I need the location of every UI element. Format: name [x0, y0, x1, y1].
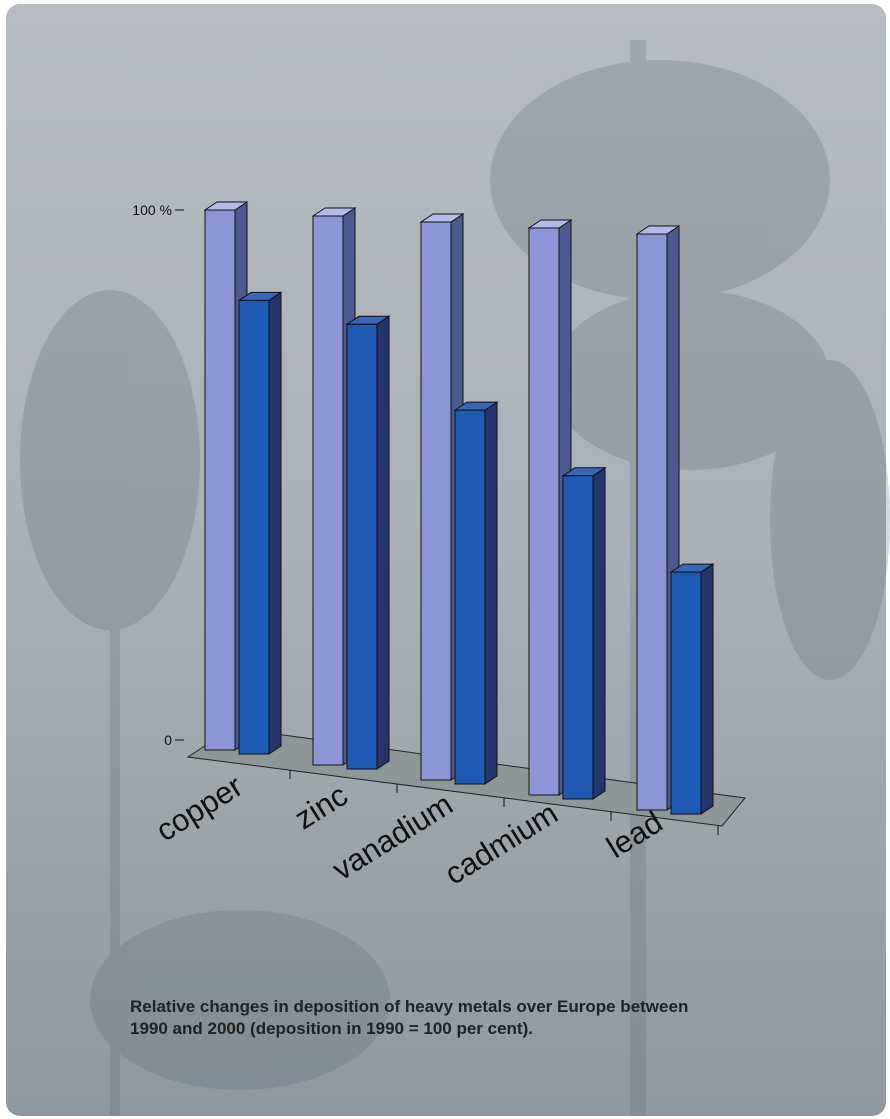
foliage — [20, 290, 200, 630]
bar-group — [561, 466, 607, 800]
bar — [670, 571, 702, 815]
bar-side — [700, 563, 714, 815]
foliage — [770, 360, 890, 680]
bar-group — [237, 291, 283, 755]
caption-line: 1990 and 2000 (deposition in 1990 = 100 … — [130, 1019, 533, 1038]
y-tick-label: 100 % — [132, 202, 172, 218]
bar — [346, 323, 378, 770]
bar — [454, 409, 486, 785]
bar-group — [345, 315, 391, 770]
bar-side — [484, 401, 498, 785]
bar — [420, 221, 452, 781]
foliage — [550, 290, 830, 470]
y-tick-label: 0 — [164, 732, 172, 748]
bar — [238, 299, 270, 755]
foliage — [490, 60, 830, 300]
bar — [204, 209, 236, 751]
bar-group — [669, 563, 715, 815]
bar-group — [635, 225, 681, 811]
trees — [20, 40, 890, 1116]
foliage — [90, 910, 390, 1090]
trunk — [110, 300, 120, 1116]
bar-side — [376, 315, 390, 770]
caption: Relative changes in deposition of heavy … — [130, 997, 688, 1038]
bar — [636, 233, 668, 811]
bar-group — [453, 401, 499, 785]
caption-line: Relative changes in deposition of heavy … — [130, 997, 688, 1016]
bar — [562, 475, 594, 800]
bar — [312, 215, 344, 766]
bar-side — [592, 466, 606, 800]
bar — [528, 227, 560, 796]
bar-side — [268, 291, 282, 755]
